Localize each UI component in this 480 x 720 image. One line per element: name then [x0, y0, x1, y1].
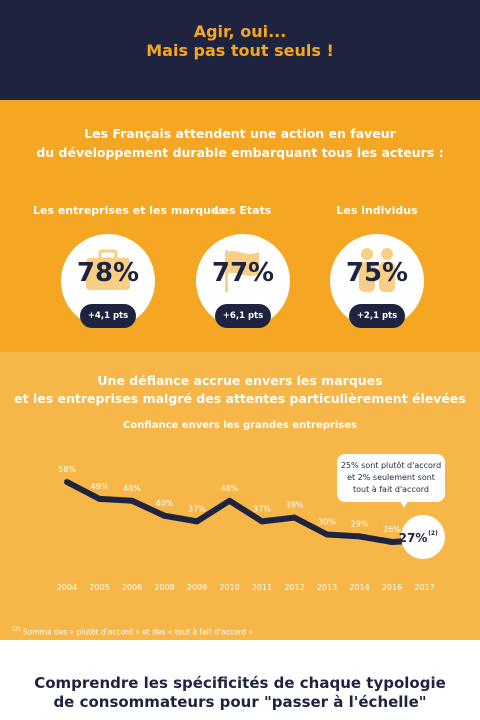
data-label: 37% [253, 504, 271, 513]
trend-line-segment [259, 514, 298, 525]
chart-subtitle: Confiance envers les grandes entreprises [123, 420, 357, 431]
highlight-note: (2) [428, 530, 438, 537]
callout-box: 25% sont plutôt d'accord et 2% seulement… [337, 454, 445, 508]
people-icon [359, 248, 395, 292]
x-tick-label: 2012 [284, 583, 304, 592]
data-label: 37% [188, 504, 206, 513]
callout-line3: tout à fait d'accord [353, 485, 429, 494]
footer-title: Comprendre les spécificités de chaque ty… [0, 674, 480, 712]
trend-line-segment [129, 497, 168, 519]
footer-title-line1: Comprendre les spécificités de chaque ty… [34, 674, 446, 692]
header-band: Agir, oui... Mais pas tout seuls ! [0, 0, 480, 100]
x-tick-label: 2009 [187, 583, 207, 592]
expectations-section: Les Français attendent une action en fav… [0, 100, 480, 352]
trend-line-segment [324, 531, 363, 540]
stat-value: 75% [345, 258, 409, 288]
data-label: 49% [91, 482, 109, 491]
header-title-line2: Mais pas tout seuls ! [146, 41, 334, 60]
header-title: Agir, oui... Mais pas tout seuls ! [0, 22, 480, 60]
x-tick-label: 2005 [89, 583, 109, 592]
stat-circle: 77% +6,1 pts [196, 234, 290, 328]
flag-icon [225, 250, 259, 292]
stat-change-badge: +6,1 pts [215, 304, 271, 328]
trend-line-segment [161, 512, 200, 525]
callout-line2: et 2% seulement sont [347, 473, 435, 482]
trust-heading-line2: et les entreprises malgré des attentes p… [14, 391, 466, 406]
data-label: 48% [221, 484, 239, 493]
callout-line1: 25% sont plutôt d'accord [341, 460, 441, 470]
x-tick-label: 2004 [57, 583, 77, 592]
data-label: 40% [156, 499, 174, 508]
data-label: 29% [351, 519, 369, 528]
footnote: (2) Somme des « plutôt d'accord » et des… [12, 626, 253, 637]
stat-value: 77% [211, 258, 275, 288]
trend-line-segment [291, 514, 330, 538]
data-label: 26% [383, 525, 401, 534]
header-title-line1: Agir, oui... [193, 22, 287, 41]
data-label: 30% [318, 518, 336, 527]
footer-title-line2: de consommateurs pour "passer à l'échell… [53, 693, 427, 711]
x-tick-label: 2013 [317, 583, 337, 592]
x-tick-label: 2006 [122, 583, 142, 592]
x-tick-label: 2016 [382, 583, 402, 592]
expectations-heading-line1: Les Français attendent une action en fav… [84, 126, 396, 141]
trust-heading-line1: Une défiance accrue envers les marques [97, 373, 383, 388]
data-label: 58% [58, 465, 76, 474]
expectations-heading-line2: du développement durable embarquant tous… [36, 145, 444, 160]
stat-individuals: Les individus 75% +2,1 pts [302, 204, 452, 328]
stat-circle: 75% +2,1 pts [330, 234, 424, 328]
trend-line-segment [356, 533, 395, 545]
trust-heading: Une défiance accrue envers les marques e… [0, 372, 480, 408]
trust-section: Une défiance accrue envers les marques e… [0, 352, 480, 640]
x-tick-label: 2011 [252, 583, 272, 592]
stat-label: Les entreprises et les marques [33, 204, 225, 217]
trust-line-chart: 25% sont plutôt d'accord et 2% seulement… [57, 454, 445, 592]
stat-change-badge: +4,1 pts [80, 304, 136, 328]
highlight-value: 27% [399, 531, 428, 545]
trend-line-segment [194, 497, 233, 525]
highlight-bubble: 27% (2) [399, 515, 445, 559]
briefcase-icon [86, 249, 130, 290]
trend-line-segment [226, 497, 265, 525]
stat-value: 78% [76, 258, 140, 288]
x-tick-label: 2008 [154, 583, 174, 592]
data-label: 39% [286, 501, 304, 510]
stat-label: Les individus [336, 204, 418, 217]
expectations-heading: Les Français attendent une action en fav… [0, 124, 480, 162]
trend-line-segment [96, 495, 135, 504]
footnote-text: Somme des « plutôt d'accord » et des « t… [20, 627, 254, 637]
footnote-mark: (2) [12, 626, 21, 633]
x-tick-label: 2017 [414, 583, 434, 592]
trend-line-segment [64, 479, 103, 502]
x-tick-label: 2010 [219, 583, 239, 592]
stat-circle: 78% +4,1 pts [61, 234, 155, 328]
stat-states: Les Etats 77% +6,1 pts [168, 204, 318, 328]
stat-change-badge: +2,1 pts [349, 304, 405, 328]
data-label: 48% [123, 484, 141, 493]
stat-companies: Les entreprises et les marques 78% +4,1 … [33, 204, 225, 328]
stat-label: Les Etats [214, 204, 272, 217]
x-tick-label: 2014 [349, 583, 369, 592]
